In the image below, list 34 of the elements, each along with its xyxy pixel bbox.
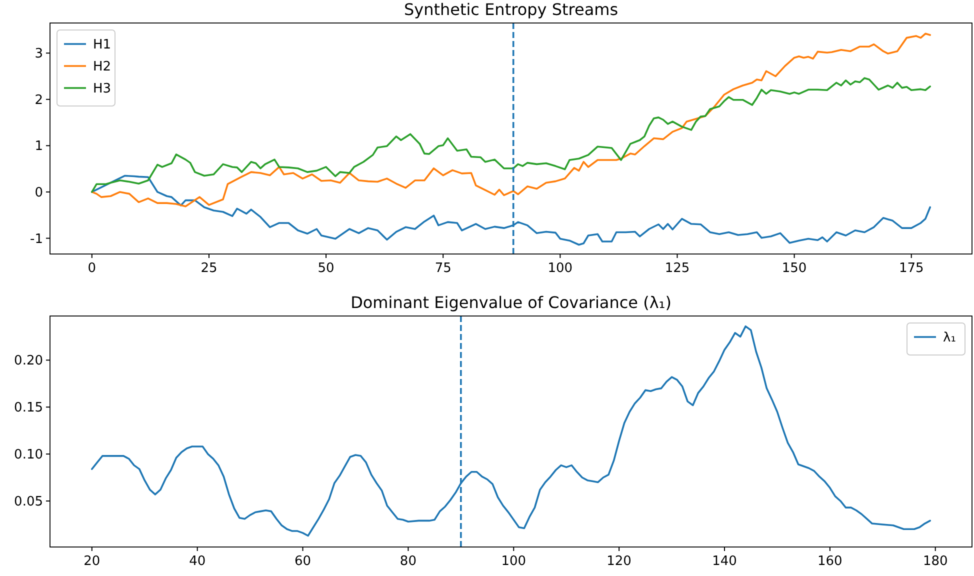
legend-label: H2 xyxy=(93,60,112,75)
x-tick-label: 180 xyxy=(922,554,948,569)
line-series xyxy=(91,77,931,193)
chart-title: Synthetic Entropy Streams xyxy=(404,0,618,19)
x-tick-label: 50 xyxy=(318,261,334,276)
x-tick-label: 20 xyxy=(84,554,100,569)
chart-title: Dominant Eigenvalue of Covariance (λ₁) xyxy=(350,293,672,312)
y-tick-label: 0.15 xyxy=(14,400,43,416)
x-tick-label: 160 xyxy=(818,554,842,569)
legend-label: H3 xyxy=(93,82,112,97)
x-tick-label: 40 xyxy=(189,554,206,569)
x-tick-label: 0 xyxy=(88,261,96,276)
y-tick-label: 2 xyxy=(34,92,43,108)
legend-label: λ₁ xyxy=(943,330,956,346)
y-tick-label: 0.20 xyxy=(14,354,43,369)
x-tick-label: 175 xyxy=(898,261,924,276)
x-tick-label: 75 xyxy=(434,261,452,276)
x-tick-label: 100 xyxy=(501,554,526,569)
y-tick-label: 0.05 xyxy=(14,494,43,510)
x-tick-label: 100 xyxy=(548,261,573,276)
y-tick-label: 3 xyxy=(34,46,43,62)
legend-label: H1 xyxy=(93,38,112,53)
x-tick-label: 60 xyxy=(294,554,312,569)
y-tick-label: 0 xyxy=(34,186,43,201)
y-tick-label: 1 xyxy=(34,139,43,154)
x-tick-label: 125 xyxy=(664,261,690,276)
x-tick-label: 25 xyxy=(200,261,218,276)
x-tick-label: 140 xyxy=(712,554,737,569)
line-series xyxy=(91,32,931,208)
x-tick-label: 150 xyxy=(782,261,807,276)
x-tick-label: 80 xyxy=(400,554,416,569)
y-tick-label: -1 xyxy=(30,232,43,247)
y-tick-label: 0.10 xyxy=(14,448,43,463)
x-tick-label: 120 xyxy=(606,554,632,569)
